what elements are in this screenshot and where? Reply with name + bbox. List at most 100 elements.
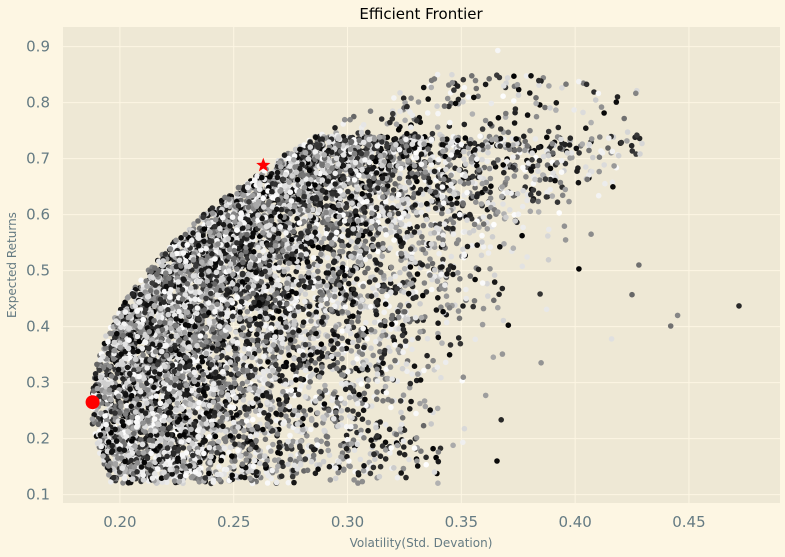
portfolio-point bbox=[411, 190, 418, 197]
portfolio-point bbox=[545, 257, 552, 263]
portfolio-point bbox=[344, 436, 351, 443]
portfolio-point bbox=[291, 479, 297, 486]
portfolio-point bbox=[450, 264, 457, 271]
portfolio-point bbox=[330, 251, 337, 258]
portfolio-point bbox=[536, 77, 542, 84]
portfolio-point bbox=[387, 450, 393, 456]
portfolio-point bbox=[381, 283, 388, 290]
portfolio-point bbox=[298, 273, 304, 280]
portfolio-point bbox=[313, 367, 320, 374]
portfolio-point bbox=[422, 403, 429, 410]
portfolio-point bbox=[308, 426, 314, 433]
portfolio-point bbox=[373, 396, 380, 403]
portfolio-point bbox=[215, 438, 222, 445]
portfolio-point bbox=[246, 322, 252, 329]
portfolio-point bbox=[519, 263, 526, 270]
portfolio-point bbox=[343, 318, 350, 325]
portfolio-point bbox=[270, 441, 276, 448]
portfolio-point bbox=[486, 165, 493, 172]
portfolio-point bbox=[501, 241, 507, 247]
portfolio-point bbox=[125, 480, 132, 486]
portfolio-point bbox=[331, 345, 337, 351]
portfolio-point bbox=[447, 342, 454, 348]
portfolio-point bbox=[511, 173, 518, 179]
portfolio-point bbox=[544, 134, 550, 141]
portfolio-point bbox=[514, 154, 520, 160]
portfolio-point bbox=[425, 363, 431, 370]
portfolio-point bbox=[295, 412, 301, 419]
portfolio-point bbox=[462, 228, 468, 235]
portfolio-point bbox=[558, 157, 565, 164]
portfolio-point bbox=[377, 348, 383, 355]
portfolio-point bbox=[442, 359, 449, 366]
portfolio-point bbox=[387, 364, 394, 370]
portfolio-point bbox=[472, 276, 478, 283]
portfolio-point bbox=[434, 183, 441, 189]
portfolio-point bbox=[480, 244, 487, 250]
portfolio-point bbox=[368, 345, 374, 352]
portfolio-point bbox=[460, 439, 466, 446]
portfolio-point bbox=[614, 94, 621, 100]
portfolio-point bbox=[488, 100, 495, 107]
portfolio-point bbox=[530, 187, 537, 193]
portfolio-point bbox=[345, 228, 351, 234]
portfolio-point bbox=[559, 192, 566, 199]
portfolio-point bbox=[343, 345, 350, 352]
portfolio-point bbox=[339, 335, 345, 342]
portfolio-point bbox=[180, 445, 187, 451]
portfolio-point bbox=[352, 423, 359, 430]
portfolio-point bbox=[359, 416, 366, 423]
portfolio-point bbox=[326, 463, 333, 470]
portfolio-point bbox=[200, 232, 206, 239]
portfolio-point bbox=[451, 87, 457, 93]
portfolio-point bbox=[334, 399, 341, 406]
portfolio-point bbox=[354, 441, 361, 448]
portfolio-point bbox=[360, 407, 367, 414]
portfolio-point bbox=[350, 286, 357, 293]
portfolio-point bbox=[399, 415, 406, 421]
portfolio-point bbox=[106, 472, 112, 478]
portfolio-point bbox=[472, 77, 479, 84]
portfolio-point bbox=[479, 239, 485, 245]
portfolio-point bbox=[505, 322, 512, 329]
portfolio-point bbox=[542, 104, 548, 111]
portfolio-point bbox=[293, 268, 300, 275]
portfolio-point bbox=[175, 448, 181, 454]
portfolio-point bbox=[555, 124, 562, 131]
portfolio-point bbox=[405, 200, 412, 207]
portfolio-point bbox=[438, 271, 445, 278]
portfolio-point bbox=[552, 177, 558, 184]
portfolio-point bbox=[397, 302, 404, 309]
portfolio-point bbox=[399, 332, 406, 339]
portfolio-point bbox=[346, 394, 353, 401]
portfolio-point bbox=[174, 400, 180, 407]
portfolio-point bbox=[433, 307, 440, 313]
portfolio-point bbox=[424, 335, 431, 342]
portfolio-point bbox=[244, 255, 251, 261]
portfolio-point bbox=[417, 400, 423, 407]
portfolio-point bbox=[461, 148, 467, 155]
portfolio-point bbox=[362, 238, 369, 245]
portfolio-point bbox=[398, 221, 405, 227]
portfolio-point bbox=[415, 335, 421, 341]
portfolio-point bbox=[409, 336, 415, 343]
portfolio-point bbox=[281, 152, 288, 158]
portfolio-point bbox=[143, 278, 149, 284]
portfolio-point bbox=[400, 392, 407, 399]
portfolio-point bbox=[379, 288, 386, 295]
portfolio-point bbox=[315, 268, 321, 275]
portfolio-point bbox=[418, 448, 424, 455]
portfolio-point bbox=[535, 144, 542, 151]
portfolio-point bbox=[342, 304, 349, 310]
portfolio-point bbox=[290, 438, 296, 445]
portfolio-point bbox=[446, 103, 452, 110]
portfolio-point bbox=[562, 237, 569, 243]
portfolio-point bbox=[367, 230, 373, 237]
portfolio-point bbox=[310, 452, 317, 459]
portfolio-point bbox=[423, 289, 430, 295]
portfolio-point bbox=[340, 226, 347, 233]
portfolio-point bbox=[321, 345, 327, 352]
portfolio-point bbox=[265, 359, 271, 365]
portfolio-point bbox=[186, 445, 193, 451]
portfolio-point bbox=[355, 480, 361, 486]
